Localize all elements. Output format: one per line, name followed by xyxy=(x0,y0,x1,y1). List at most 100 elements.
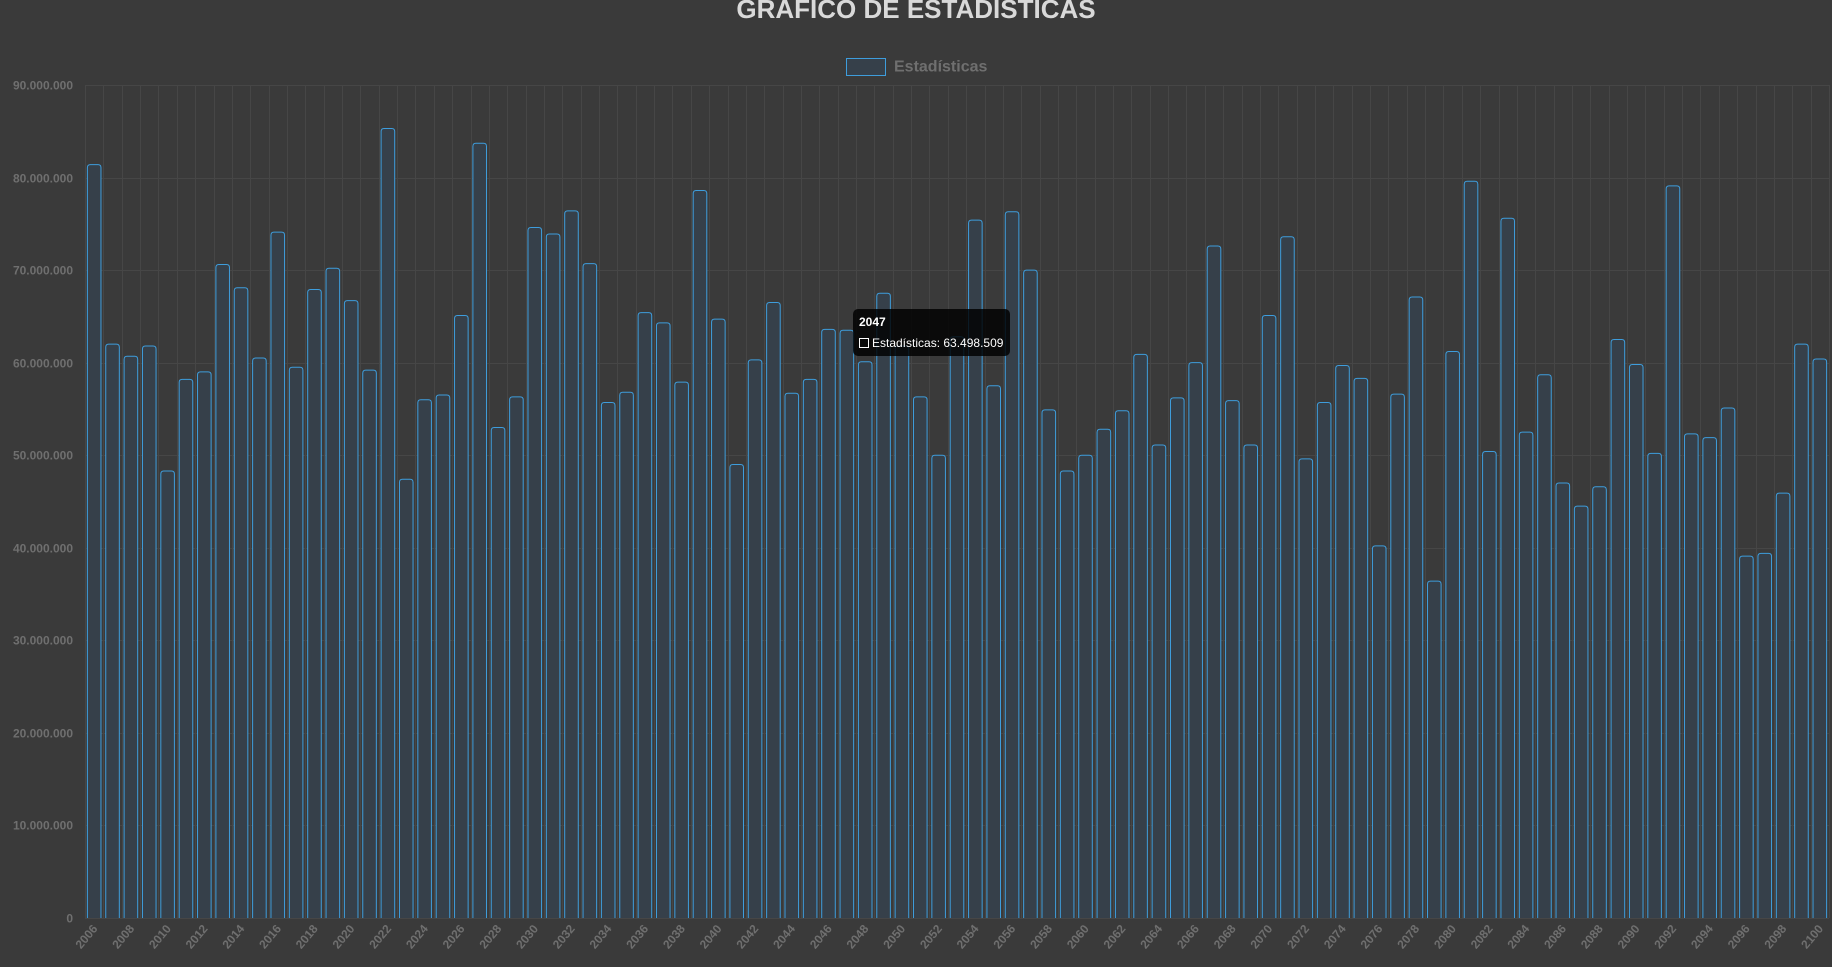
bar-2032[interactable] xyxy=(564,210,579,918)
bar-2035[interactable] xyxy=(619,391,634,918)
bar-2089[interactable] xyxy=(1610,339,1626,918)
x-tick-label: 2078 xyxy=(1394,922,1422,952)
bar-2014[interactable] xyxy=(233,287,249,918)
bar-2025[interactable] xyxy=(435,394,451,918)
bar-2080[interactable] xyxy=(1445,351,1460,918)
x-tick-label: 2042 xyxy=(733,922,761,952)
bar-2083[interactable] xyxy=(1500,217,1516,918)
bar-2064[interactable] xyxy=(1151,444,1167,918)
bar-2034[interactable] xyxy=(600,401,616,918)
bar-2084[interactable] xyxy=(1518,431,1534,918)
bar-2063[interactable] xyxy=(1133,353,1148,918)
bar-2077[interactable] xyxy=(1390,393,1405,918)
bar-2078[interactable] xyxy=(1408,296,1424,918)
bar-2052[interactable] xyxy=(931,454,946,918)
bar-2094[interactable] xyxy=(1702,437,1717,918)
bar-2071[interactable] xyxy=(1280,236,1295,918)
bar-2096[interactable] xyxy=(1739,555,1754,918)
bar-2073[interactable] xyxy=(1316,401,1332,918)
bar-2010[interactable] xyxy=(160,470,175,918)
x-tick-label: 2080 xyxy=(1431,922,1459,952)
bar-2074[interactable] xyxy=(1335,364,1350,918)
bar-2018[interactable] xyxy=(307,289,322,918)
bar-2072[interactable] xyxy=(1298,458,1314,918)
bar-2086[interactable] xyxy=(1555,482,1571,918)
bar-2053[interactable] xyxy=(949,336,965,918)
bar-2055[interactable] xyxy=(986,385,1002,918)
bar-2021[interactable] xyxy=(362,369,377,918)
bar-2067[interactable] xyxy=(1206,245,1222,918)
bar-2045[interactable] xyxy=(802,378,818,918)
bar-2056[interactable] xyxy=(1004,211,1020,918)
bar-2058[interactable] xyxy=(1041,409,1057,918)
bar-2006[interactable] xyxy=(86,164,102,918)
bar-2087[interactable] xyxy=(1573,505,1589,918)
bar-2044[interactable] xyxy=(784,392,800,918)
bar-2093[interactable] xyxy=(1684,433,1699,918)
bar-2075[interactable] xyxy=(1353,377,1369,918)
bar-2043[interactable] xyxy=(766,302,781,918)
bar-2039[interactable] xyxy=(692,190,708,918)
bar-2095[interactable] xyxy=(1720,407,1736,918)
bar-2081[interactable] xyxy=(1463,180,1479,918)
bar-2036[interactable] xyxy=(637,312,653,918)
bar-2026[interactable] xyxy=(454,314,469,918)
bar-2048[interactable] xyxy=(857,361,873,918)
bar-2068[interactable] xyxy=(1225,400,1240,918)
bar-2030[interactable] xyxy=(527,227,543,918)
bar-2059[interactable] xyxy=(1059,470,1075,918)
bar-2027[interactable] xyxy=(472,142,487,918)
bar-2050[interactable] xyxy=(894,345,910,918)
bar-2062[interactable] xyxy=(1114,410,1130,918)
bar-2047[interactable] xyxy=(839,329,855,918)
bar-2029[interactable] xyxy=(509,396,524,918)
bar-2041[interactable] xyxy=(729,463,744,918)
bar-2090[interactable] xyxy=(1628,364,1644,918)
bar-2100[interactable] xyxy=(1812,358,1828,918)
bar-2040[interactable] xyxy=(711,318,726,918)
bar-2017[interactable] xyxy=(288,366,304,918)
bar-2033[interactable] xyxy=(582,263,598,918)
bar-2008[interactable] xyxy=(123,355,139,918)
bar-2051[interactable] xyxy=(912,396,928,918)
bar-2011[interactable] xyxy=(178,378,194,918)
bar-2088[interactable] xyxy=(1592,486,1607,918)
bar-2060[interactable] xyxy=(1078,454,1093,918)
bar-2070[interactable] xyxy=(1261,314,1277,918)
bar-2057[interactable] xyxy=(1023,269,1038,918)
bar-2037[interactable] xyxy=(655,322,671,918)
bar-2069[interactable] xyxy=(1243,444,1259,918)
bar-2028[interactable] xyxy=(490,426,506,918)
bar-2046[interactable] xyxy=(821,328,836,918)
bar-2054[interactable] xyxy=(968,219,983,918)
bar-2016[interactable] xyxy=(270,231,286,918)
bar-2022[interactable] xyxy=(380,128,396,918)
bar-2023[interactable] xyxy=(398,478,414,918)
bar-2031[interactable] xyxy=(545,233,561,918)
bar-2065[interactable] xyxy=(1170,397,1185,918)
bar-2042[interactable] xyxy=(747,359,763,918)
bar-2079[interactable] xyxy=(1427,580,1442,918)
bar-2020[interactable] xyxy=(343,300,359,918)
bar-2015[interactable] xyxy=(252,357,267,918)
bar-2061[interactable] xyxy=(1096,428,1112,918)
bar-2007[interactable] xyxy=(105,343,120,918)
bar-2082[interactable] xyxy=(1482,451,1497,918)
bar-2091[interactable] xyxy=(1647,452,1662,918)
bar-2049[interactable] xyxy=(876,292,891,918)
bar-2038[interactable] xyxy=(674,381,689,918)
bar-2092[interactable] xyxy=(1665,185,1681,918)
bar-2019[interactable] xyxy=(325,267,341,918)
x-tick-label: 2022 xyxy=(366,922,394,952)
bar-2097[interactable] xyxy=(1757,552,1773,918)
bar-2099[interactable] xyxy=(1794,343,1809,918)
bar-2066[interactable] xyxy=(1188,362,1203,918)
bar-2012[interactable] xyxy=(197,371,212,918)
legend[interactable]: Estadísticas xyxy=(846,58,988,76)
bar-2085[interactable] xyxy=(1537,374,1552,918)
bar-2013[interactable] xyxy=(215,264,230,918)
bar-2009[interactable] xyxy=(141,345,157,918)
bar-2098[interactable] xyxy=(1775,492,1791,918)
bar-2024[interactable] xyxy=(417,399,432,918)
bar-2076[interactable] xyxy=(1371,545,1387,918)
